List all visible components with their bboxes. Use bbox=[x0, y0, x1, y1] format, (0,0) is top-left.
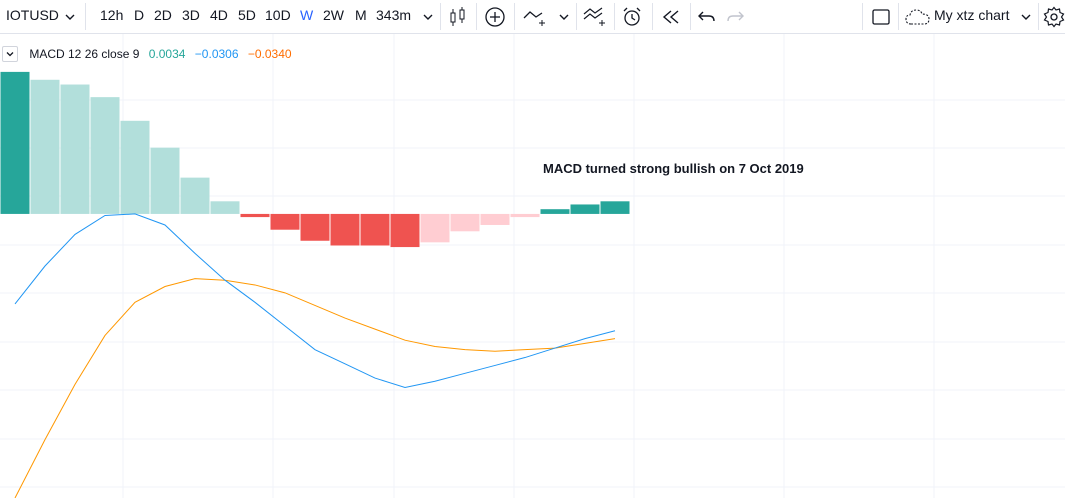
layout-name-button[interactable]: My xtz chart bbox=[934, 7, 1010, 23]
undo-icon[interactable] bbox=[696, 0, 718, 33]
chart-annotation: MACD turned strong bullish on 7 Oct 2019 bbox=[543, 161, 804, 176]
add-indicator-icon[interactable] bbox=[482, 0, 508, 33]
histogram-bar bbox=[600, 201, 630, 214]
symbol-search[interactable]: IOTUSD bbox=[6, 7, 59, 23]
histogram-bar bbox=[30, 79, 60, 214]
histogram-bar bbox=[270, 213, 300, 230]
interval-m[interactable]: M bbox=[355, 7, 367, 23]
histogram-bar bbox=[480, 213, 510, 225]
macd-lines bbox=[14, 213, 616, 498]
candles-icon[interactable] bbox=[446, 0, 470, 33]
macd-histogram-value: 0.0034 bbox=[148, 47, 186, 61]
indicator-legend: MACD 12 26 close 9 0.0034 −0.0306 −0.034… bbox=[0, 44, 292, 64]
interval-10d[interactable]: 10D bbox=[265, 7, 291, 23]
macd-histogram bbox=[0, 71, 630, 248]
histogram-bar bbox=[240, 213, 270, 218]
histogram-bar bbox=[420, 213, 450, 243]
chevron-down-icon[interactable] bbox=[556, 0, 572, 33]
macd-line-value: −0.0306 bbox=[194, 47, 239, 61]
indicators-icon[interactable] bbox=[580, 0, 610, 33]
histogram-bar bbox=[210, 201, 240, 214]
histogram-bar bbox=[330, 213, 360, 246]
alert-clock-icon[interactable] bbox=[618, 0, 646, 33]
interval-4d[interactable]: 4D bbox=[210, 7, 228, 23]
fullscreen-icon[interactable] bbox=[868, 0, 894, 33]
chevron-down-icon[interactable] bbox=[2, 45, 18, 62]
histogram-bar bbox=[510, 213, 540, 218]
cloud-icon[interactable] bbox=[904, 0, 932, 33]
macd-line bbox=[14, 213, 616, 389]
histogram-bar bbox=[150, 147, 180, 214]
interval-2d[interactable]: 2D bbox=[154, 7, 172, 23]
interval-w[interactable]: W bbox=[300, 7, 314, 23]
redo-icon[interactable] bbox=[724, 0, 746, 33]
top-toolbar: IOTUSD 12h D 2D 3D 4D 5D 10D W 2W M 343m bbox=[0, 0, 1065, 34]
histogram-bar bbox=[450, 213, 480, 232]
signal-line-value: −0.0340 bbox=[247, 47, 292, 61]
indicator-title: MACD 12 26 close 9 bbox=[29, 47, 140, 61]
histogram-bar bbox=[120, 120, 150, 214]
histogram-bar bbox=[60, 84, 90, 214]
chart-grid bbox=[0, 34, 1065, 498]
interval-3d[interactable]: 3D bbox=[182, 7, 200, 23]
histogram-bar bbox=[90, 97, 120, 214]
settings-icon[interactable] bbox=[1042, 0, 1065, 33]
interval-12h[interactable]: 12h bbox=[100, 7, 124, 23]
interval-343m[interactable]: 343m bbox=[376, 7, 412, 23]
histogram-bar bbox=[180, 177, 210, 214]
histogram-bar bbox=[390, 213, 420, 248]
histogram-bar bbox=[360, 213, 390, 246]
chevron-down-icon[interactable] bbox=[60, 0, 80, 33]
histogram-bar bbox=[570, 204, 600, 214]
histogram-bar bbox=[300, 213, 330, 241]
chevron-down-icon[interactable] bbox=[1018, 0, 1034, 33]
macd-chart[interactable] bbox=[0, 34, 1065, 498]
line-type-icon[interactable] bbox=[520, 0, 550, 33]
replay-icon[interactable] bbox=[658, 0, 684, 33]
interval-2w[interactable]: 2W bbox=[323, 7, 344, 23]
chevron-down-icon[interactable] bbox=[420, 0, 436, 33]
interval-d[interactable]: D bbox=[134, 7, 145, 23]
signal-line bbox=[14, 278, 616, 498]
interval-5d[interactable]: 5D bbox=[238, 7, 256, 23]
histogram-bar bbox=[540, 209, 570, 214]
histogram-bar bbox=[0, 71, 30, 214]
